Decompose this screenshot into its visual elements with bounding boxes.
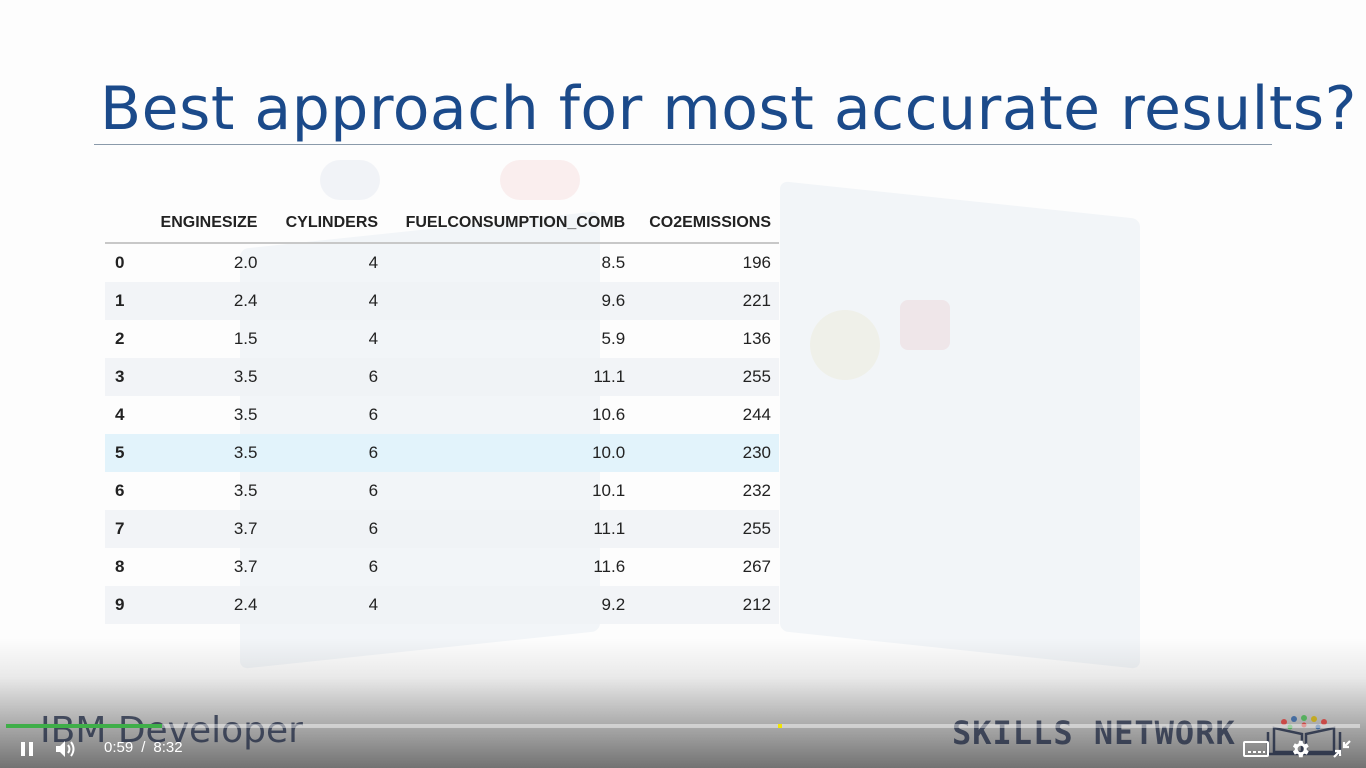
cell-fuelconsumption-comb: 11.1 — [386, 358, 634, 396]
cell-index: 6 — [115, 481, 125, 500]
cell-index: 5 — [105, 434, 142, 472]
cell-index: 0 — [115, 253, 125, 272]
watermark-shape — [320, 160, 380, 200]
table-row: 1 2.4 4 9.6 221 — [105, 282, 779, 320]
cell-co2emissions: 255 — [633, 510, 779, 548]
watermark-shape — [810, 310, 880, 380]
cell-co2emissions: 267 — [742, 557, 771, 576]
column-header-enginesize: ENGINESIZE — [141, 204, 266, 244]
table-row: 0 2.0 4 8.5 196 — [105, 243, 779, 282]
cell-co2emissions: 244 — [742, 405, 771, 424]
pause-icon — [21, 742, 33, 756]
cell-cylinders: 4 — [265, 586, 387, 624]
captions-button[interactable] — [1242, 737, 1270, 761]
cell-cylinders: 6 — [265, 510, 387, 548]
seek-bar-marker — [777, 724, 782, 728]
cell-cylinders: 6 — [265, 358, 387, 396]
cell-cylinders: 6 — [368, 557, 379, 576]
column-header-cylinders: CYLINDERS — [265, 204, 387, 244]
cell-enginesize: 3.5 — [141, 358, 266, 396]
cell-enginesize: 1.5 — [233, 329, 258, 348]
cell-enginesize: 2.0 — [233, 253, 258, 272]
settings-button[interactable] — [1286, 737, 1314, 761]
pause-button[interactable] — [14, 737, 40, 761]
table-row: 4 3.5 6 10.6 244 — [105, 396, 779, 434]
exit-fullscreen-icon — [1333, 740, 1351, 758]
cell-enginesize: 2.4 — [141, 282, 266, 320]
cell-index: 9 — [105, 586, 142, 624]
cell-index: 7 — [105, 510, 142, 548]
cell-cylinders: 6 — [368, 405, 379, 424]
cell-fuelconsumption-comb: 10.6 — [592, 405, 626, 424]
exit-fullscreen-button[interactable] — [1328, 737, 1356, 761]
watermark-shape — [900, 300, 950, 350]
cell-enginesize: 2.4 — [141, 586, 266, 624]
table-row: 7 3.7 6 11.1 255 — [105, 510, 779, 548]
cell-enginesize: 3.5 — [141, 434, 266, 472]
cell-fuelconsumption-comb: 11.6 — [593, 557, 626, 576]
cell-enginesize: 3.7 — [233, 557, 258, 576]
column-header-index — [105, 204, 142, 244]
table-row: 8 3.7 6 11.6 267 — [105, 548, 779, 586]
captions-icon — [1243, 741, 1269, 757]
cell-co2emissions: 255 — [633, 358, 779, 396]
cell-co2emissions: 230 — [633, 434, 779, 472]
cell-fuelconsumption-comb: 11.1 — [386, 510, 634, 548]
watermark-shape — [500, 160, 580, 200]
dataframe-table: ENGINESIZE CYLINDERS FUELCONSUMPTION_COM… — [105, 204, 779, 624]
ibm-developer-brand: IBM Developer — [40, 710, 303, 751]
slide-title: Best approach for most accurate results? — [100, 74, 1357, 144]
cell-index: 8 — [115, 557, 125, 576]
cell-fuelconsumption-comb: 5.9 — [601, 329, 626, 348]
duration: 8:32 — [153, 739, 183, 756]
volume-button[interactable] — [52, 737, 80, 761]
cell-co2emissions: 221 — [633, 282, 779, 320]
cell-cylinders: 4 — [265, 282, 387, 320]
cell-fuelconsumption-comb: 10.0 — [386, 434, 634, 472]
volume-icon — [56, 741, 75, 757]
column-header-co2emissions: CO2EMISSIONS — [633, 204, 779, 244]
cell-cylinders: 6 — [368, 481, 379, 500]
column-header-fuelconsumption-comb: FUELCONSUMPTION_COMB — [386, 204, 634, 244]
cell-index: 4 — [115, 405, 125, 424]
cell-cylinders: 6 — [265, 434, 387, 472]
cell-cylinders: 4 — [368, 253, 379, 272]
cell-co2emissions: 232 — [742, 481, 771, 500]
skills-network-brand: SKILLS NETWORK — [952, 714, 1236, 752]
cell-co2emissions: 196 — [742, 253, 771, 272]
cell-index: 3 — [105, 358, 142, 396]
seek-bar-played — [6, 724, 162, 728]
cell-cylinders: 4 — [368, 329, 379, 348]
cell-co2emissions: 136 — [742, 329, 771, 348]
cell-fuelconsumption-comb: 9.2 — [386, 586, 634, 624]
table-row: 6 3.5 6 10.1 232 — [105, 472, 779, 510]
table-header-row: ENGINESIZE CYLINDERS FUELCONSUMPTION_COM… — [105, 204, 779, 244]
gear-icon — [1292, 740, 1309, 758]
current-time: 0:59 — [104, 739, 134, 756]
table-row: 3 3.5 6 11.1 255 — [105, 358, 779, 396]
cell-enginesize: 3.7 — [141, 510, 266, 548]
cell-enginesize: 3.5 — [233, 481, 258, 500]
cell-enginesize: 3.5 — [233, 405, 258, 424]
cell-fuelconsumption-comb: 9.6 — [386, 282, 634, 320]
cell-fuelconsumption-comb: 10.1 — [592, 481, 626, 500]
cell-index: 2 — [115, 329, 125, 348]
cell-index: 1 — [105, 282, 142, 320]
watermark-book-right — [780, 181, 1140, 669]
player-controls-gradient — [0, 638, 1366, 768]
table-row: 5 3.5 6 10.0 230 — [105, 434, 779, 472]
time-display: 0:59 / 8:32 — [104, 739, 183, 756]
cell-fuelconsumption-comb: 8.5 — [601, 253, 626, 272]
time-separator: / — [141, 739, 146, 756]
title-underline — [94, 144, 1272, 145]
cell-co2emissions: 212 — [633, 586, 779, 624]
table-row: 2 1.5 4 5.9 136 — [105, 320, 779, 358]
seek-bar[interactable] — [6, 724, 1360, 728]
table-row: 9 2.4 4 9.2 212 — [105, 586, 779, 624]
